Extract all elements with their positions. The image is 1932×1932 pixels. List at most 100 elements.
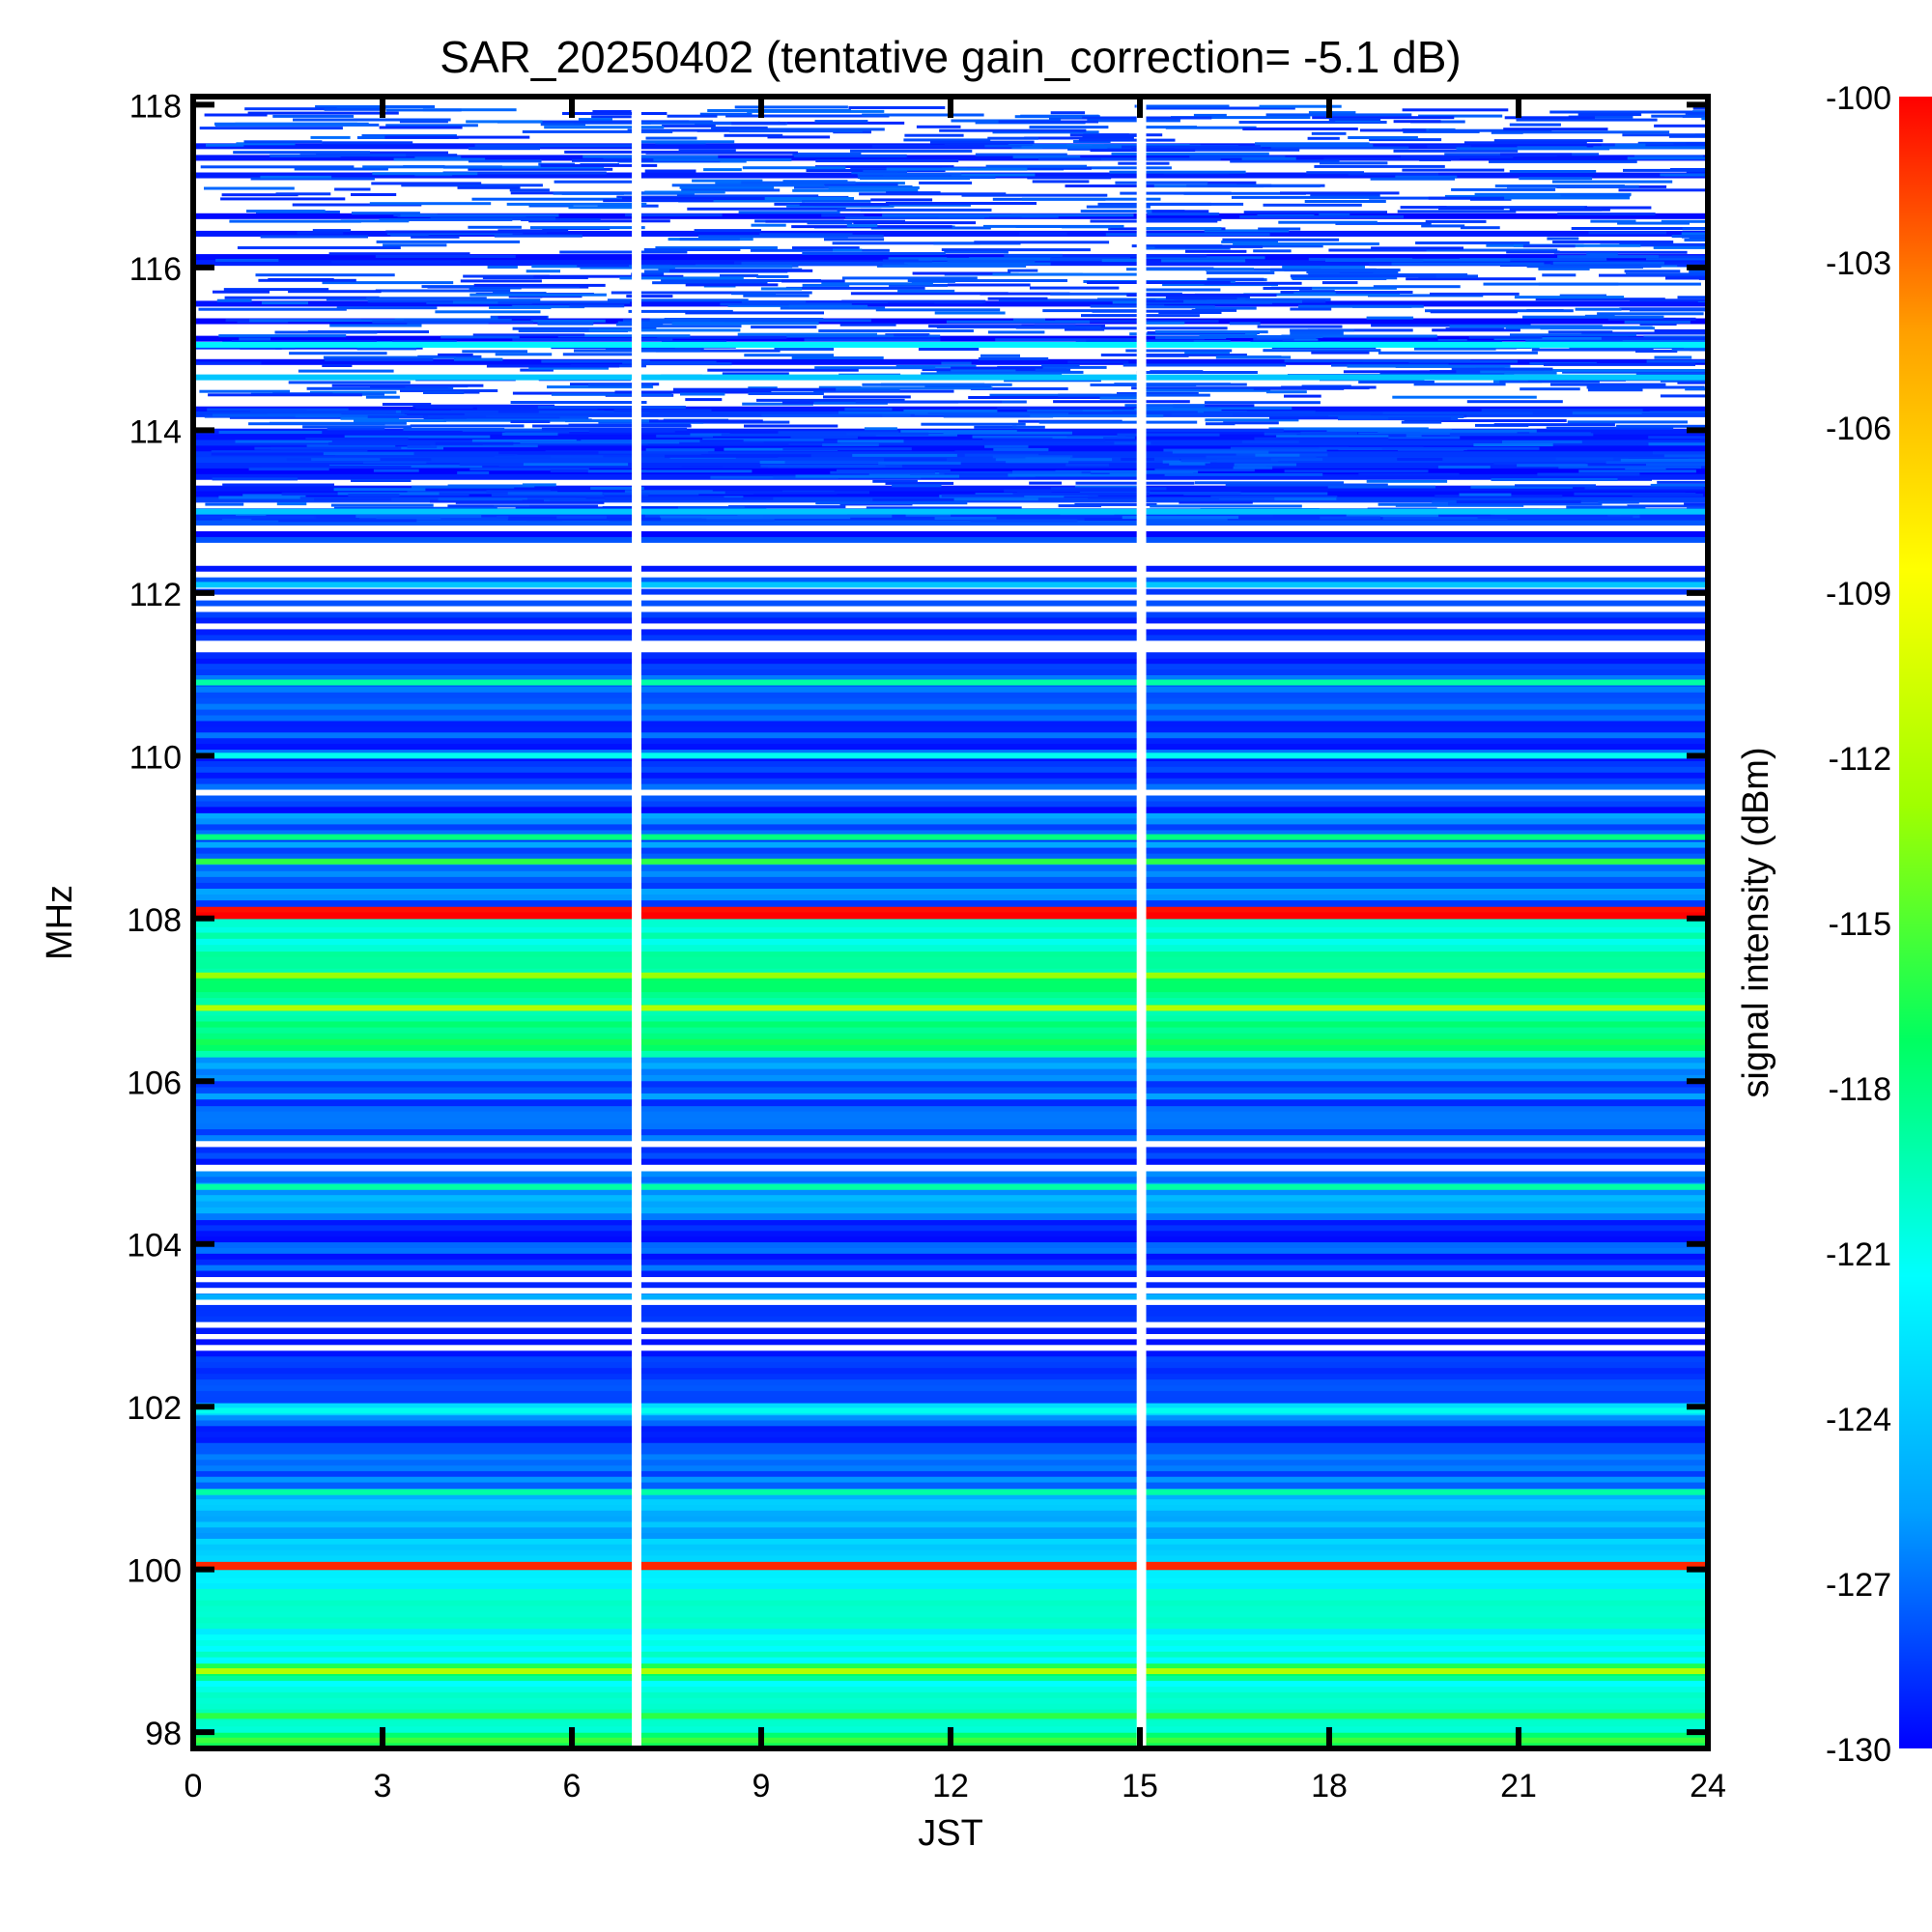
- y-tick-label: 112: [129, 577, 182, 613]
- spectrogram-row: [193, 652, 1708, 659]
- spectrogram-row: [193, 1270, 1708, 1278]
- spectrogram-row: [193, 554, 1708, 561]
- spectrogram-row: [193, 1639, 1708, 1647]
- noise-speck: [1138, 106, 1295, 110]
- noise-speck: [578, 118, 612, 122]
- spectrogram-row: [193, 1600, 1708, 1607]
- noise-speck: [889, 283, 948, 287]
- noise-speck: [1271, 286, 1397, 290]
- noise-speck: [788, 304, 868, 308]
- spectrogram-row: [193, 692, 1708, 699]
- noise-speck: [1207, 244, 1323, 248]
- noise-speck: [582, 155, 719, 158]
- spectrogram-row: [193, 1081, 1708, 1089]
- spectrogram-row: [193, 830, 1708, 838]
- noise-speck: [1463, 141, 1587, 145]
- spectrogram-row: [193, 1697, 1708, 1705]
- noise-speck: [1151, 210, 1209, 213]
- noise-speck: [1140, 305, 1215, 309]
- noise-speck: [635, 325, 742, 328]
- noise-speck: [1321, 281, 1358, 285]
- noise-speck: [295, 414, 408, 418]
- noise-speck: [507, 492, 603, 496]
- noise-speck: [802, 283, 850, 287]
- noise-speck: [204, 186, 295, 190]
- noise-speck: [1413, 347, 1496, 351]
- spectrogram-row: [193, 766, 1708, 774]
- noise-speck: [310, 135, 351, 139]
- spectrogram-row: [193, 870, 1708, 878]
- noise-speck: [814, 120, 868, 124]
- spectrogram-row: [193, 1594, 1708, 1602]
- noise-speck: [1223, 421, 1279, 425]
- noise-speck: [494, 455, 551, 459]
- noise-speck: [486, 364, 620, 368]
- noise-speck: [591, 115, 632, 119]
- noise-speck: [1682, 227, 1708, 231]
- noise-speck: [1578, 469, 1696, 473]
- noise-speck: [1708, 256, 1815, 259]
- noise-speck: [1643, 335, 1708, 339]
- noise-speck: [1552, 261, 1664, 265]
- spectrogram-row: [193, 789, 1708, 797]
- spectrogram-row: [193, 801, 1708, 808]
- noise-speck: [1459, 258, 1607, 261]
- spectrogram-row: [193, 1299, 1708, 1306]
- noise-speck: [412, 404, 555, 408]
- noise-speck: [403, 165, 445, 168]
- noise-speck: [1499, 380, 1600, 384]
- noise-speck: [1191, 308, 1237, 312]
- noise-speck: [494, 504, 530, 508]
- noise-speck: [1243, 211, 1387, 214]
- noise-speck: [512, 338, 673, 341]
- spectrogram-row: [193, 1426, 1708, 1433]
- noise-speck: [756, 274, 789, 278]
- spectrogram-row: [193, 1087, 1708, 1094]
- noise-speck: [1460, 226, 1500, 230]
- noise-speck: [243, 140, 323, 144]
- noise-speck: [403, 427, 505, 431]
- colorbar-tick-label: -106: [1826, 411, 1891, 447]
- noise-speck: [213, 290, 270, 294]
- noise-speck: [951, 173, 1036, 177]
- noise-speck: [1111, 152, 1269, 156]
- noise-speck: [1474, 192, 1632, 196]
- noise-speck: [315, 105, 435, 108]
- noise-speck: [1368, 294, 1484, 298]
- noise-speck: [1618, 188, 1708, 192]
- spectrogram-row: [193, 912, 1708, 920]
- noise-speck: [1238, 121, 1387, 124]
- noise-speck: [297, 231, 344, 235]
- noise-speck: [724, 447, 838, 451]
- noise-speck: [1117, 392, 1199, 395]
- data-gap-columns: [632, 97, 1147, 1748]
- noise-speck: [1236, 514, 1273, 518]
- spectrogram-row: [193, 1549, 1708, 1557]
- noise-speck: [914, 412, 1069, 416]
- noise-speck: [1215, 355, 1292, 359]
- spectrogram-row: [193, 1231, 1708, 1237]
- noise-speck: [992, 272, 1146, 276]
- noise-speck: [821, 282, 933, 286]
- noise-speck: [1435, 495, 1563, 498]
- noise-speck: [1525, 340, 1640, 344]
- y-tick-label: 118: [129, 88, 182, 125]
- noise-speck: [491, 493, 605, 497]
- noise-speck: [793, 154, 907, 157]
- noise-speck: [1257, 325, 1343, 328]
- noise-speck: [305, 437, 409, 440]
- noise-speck: [1620, 458, 1708, 462]
- noise-speck: [1437, 466, 1491, 469]
- noise-speck: [791, 356, 884, 359]
- noise-speck: [1008, 144, 1104, 147]
- y-tick-label: 98: [145, 1716, 182, 1752]
- noise-speck: [1306, 171, 1364, 175]
- noise-speck: [515, 506, 678, 510]
- noise-speck: [837, 469, 951, 472]
- spectrogram-row: [193, 1158, 1708, 1166]
- noise-speck: [792, 152, 862, 156]
- noise-speck: [1082, 116, 1212, 120]
- noise-speck: [1032, 180, 1090, 184]
- noise-speck: [850, 292, 1009, 296]
- noise-speck: [918, 257, 1050, 261]
